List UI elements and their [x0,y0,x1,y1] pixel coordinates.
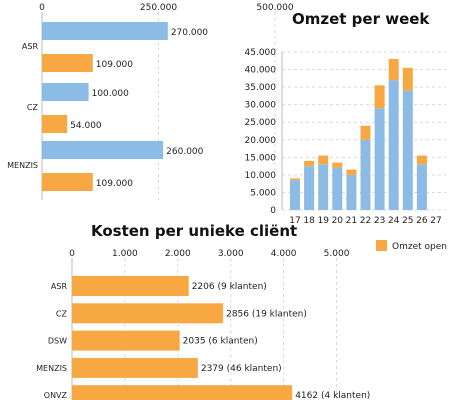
bar [72,303,224,324]
y-tick-label: 25.000 [245,118,277,128]
bar [304,160,315,167]
data-label: 2856 (19 klanten) [226,309,307,319]
bar [346,169,357,175]
bar [304,166,315,210]
y-tick-label: 5.000 [250,188,276,198]
data-label: 100.000 [92,89,129,99]
y-tick-label: 0 [270,206,276,216]
bar [388,80,399,210]
data-label: 4162 (4 klanten) [295,391,370,400]
bar [374,85,385,109]
bar [402,67,413,91]
bar [42,22,168,40]
data-label: 2206 (9 klanten) [192,282,267,292]
x-tick-label: 27 [430,216,441,226]
x-tick-label: 23 [374,216,385,226]
bar [416,155,427,165]
bar [374,108,385,210]
bar [332,167,343,210]
y-tick-label: 35.000 [245,83,277,93]
x-tick-label: 21 [346,216,357,226]
x-tick-label: 18 [303,216,315,226]
x-tick-label: 500.000 [256,3,293,13]
data-label: 109.000 [96,60,133,70]
legend-label-omzet-open: Omzet open [392,242,447,252]
x-tick-label: 26 [416,216,428,226]
bar [346,174,357,210]
x-tick-label: 2.000 [165,249,191,259]
bar [42,115,68,133]
bar [318,155,329,165]
x-tick-label: 17 [289,216,300,226]
x-tick-label: 250.000 [140,3,177,13]
y-tick-label: 10.000 [245,171,277,181]
bar [42,54,93,72]
y-tick-label: 30.000 [245,101,277,111]
bar [332,162,343,168]
bar [402,90,413,210]
x-tick-label: 0 [39,3,45,13]
bar [388,59,399,81]
bar [416,164,427,210]
bar [42,141,164,159]
x-tick-label: 0 [69,249,75,259]
x-tick-label: 4.000 [271,249,297,259]
y-tick-label: 40.000 [245,66,277,76]
bar [318,164,329,210]
x-tick-label: 22 [360,216,371,226]
x-tick-label: 20 [332,216,344,226]
bar [42,83,89,101]
data-label: 270.000 [171,28,208,38]
category-label: DSW [48,337,67,346]
bar [360,139,371,210]
y-tick-label: 15.000 [245,153,277,163]
category-label: CZ [56,309,68,318]
x-tick-label: 3.000 [218,249,244,259]
x-tick-label: 1.000 [112,249,138,259]
bar [72,385,293,400]
data-label: 260.000 [166,147,203,157]
bar [42,173,93,191]
bar [72,276,189,296]
category-label: MENZIS [36,364,67,373]
cost-per-client-title: Kosten per unieke cliënt [91,222,297,240]
bar [290,180,300,210]
category-label: ASR [22,42,39,51]
weekly-revenue-chart: Omzet per week 0 5.000 10.000 15.000 20.000 2… [245,10,447,252]
cost-per-client-chart: Kosten per unieke cliënt 0 1.000 2.000 3.00… [36,222,370,400]
bar [360,125,371,140]
insurer-revenue-chart: 0 250.000 500.000 ASR CZ MENZIS 270.000 109.0… [7,3,294,200]
data-label: 54.000 [70,121,102,131]
x-tick-label: 5.000 [324,249,350,259]
category-label: MENZIS [7,161,38,170]
legend-swatch-omzet-open [376,240,387,251]
y-tick-label: 45.000 [245,48,277,58]
bar [72,330,180,351]
x-tick-label: 24 [388,216,400,226]
x-tick-label: 25 [402,216,413,226]
weekly-revenue-title: Omzet per week [292,10,430,28]
legend: Omzet open [376,240,447,252]
bar [290,178,300,181]
x-tick-label: 19 [317,216,329,226]
y-tick-label: 20.000 [245,136,277,146]
data-label: 109.000 [96,179,133,189]
category-label: ASR [51,282,68,291]
data-label: 2379 (46 klanten) [201,364,282,374]
data-label: 2035 (6 klanten) [183,337,258,347]
category-label: CZ [27,103,39,112]
category-label: ONVZ [44,391,68,400]
bar [72,357,198,378]
